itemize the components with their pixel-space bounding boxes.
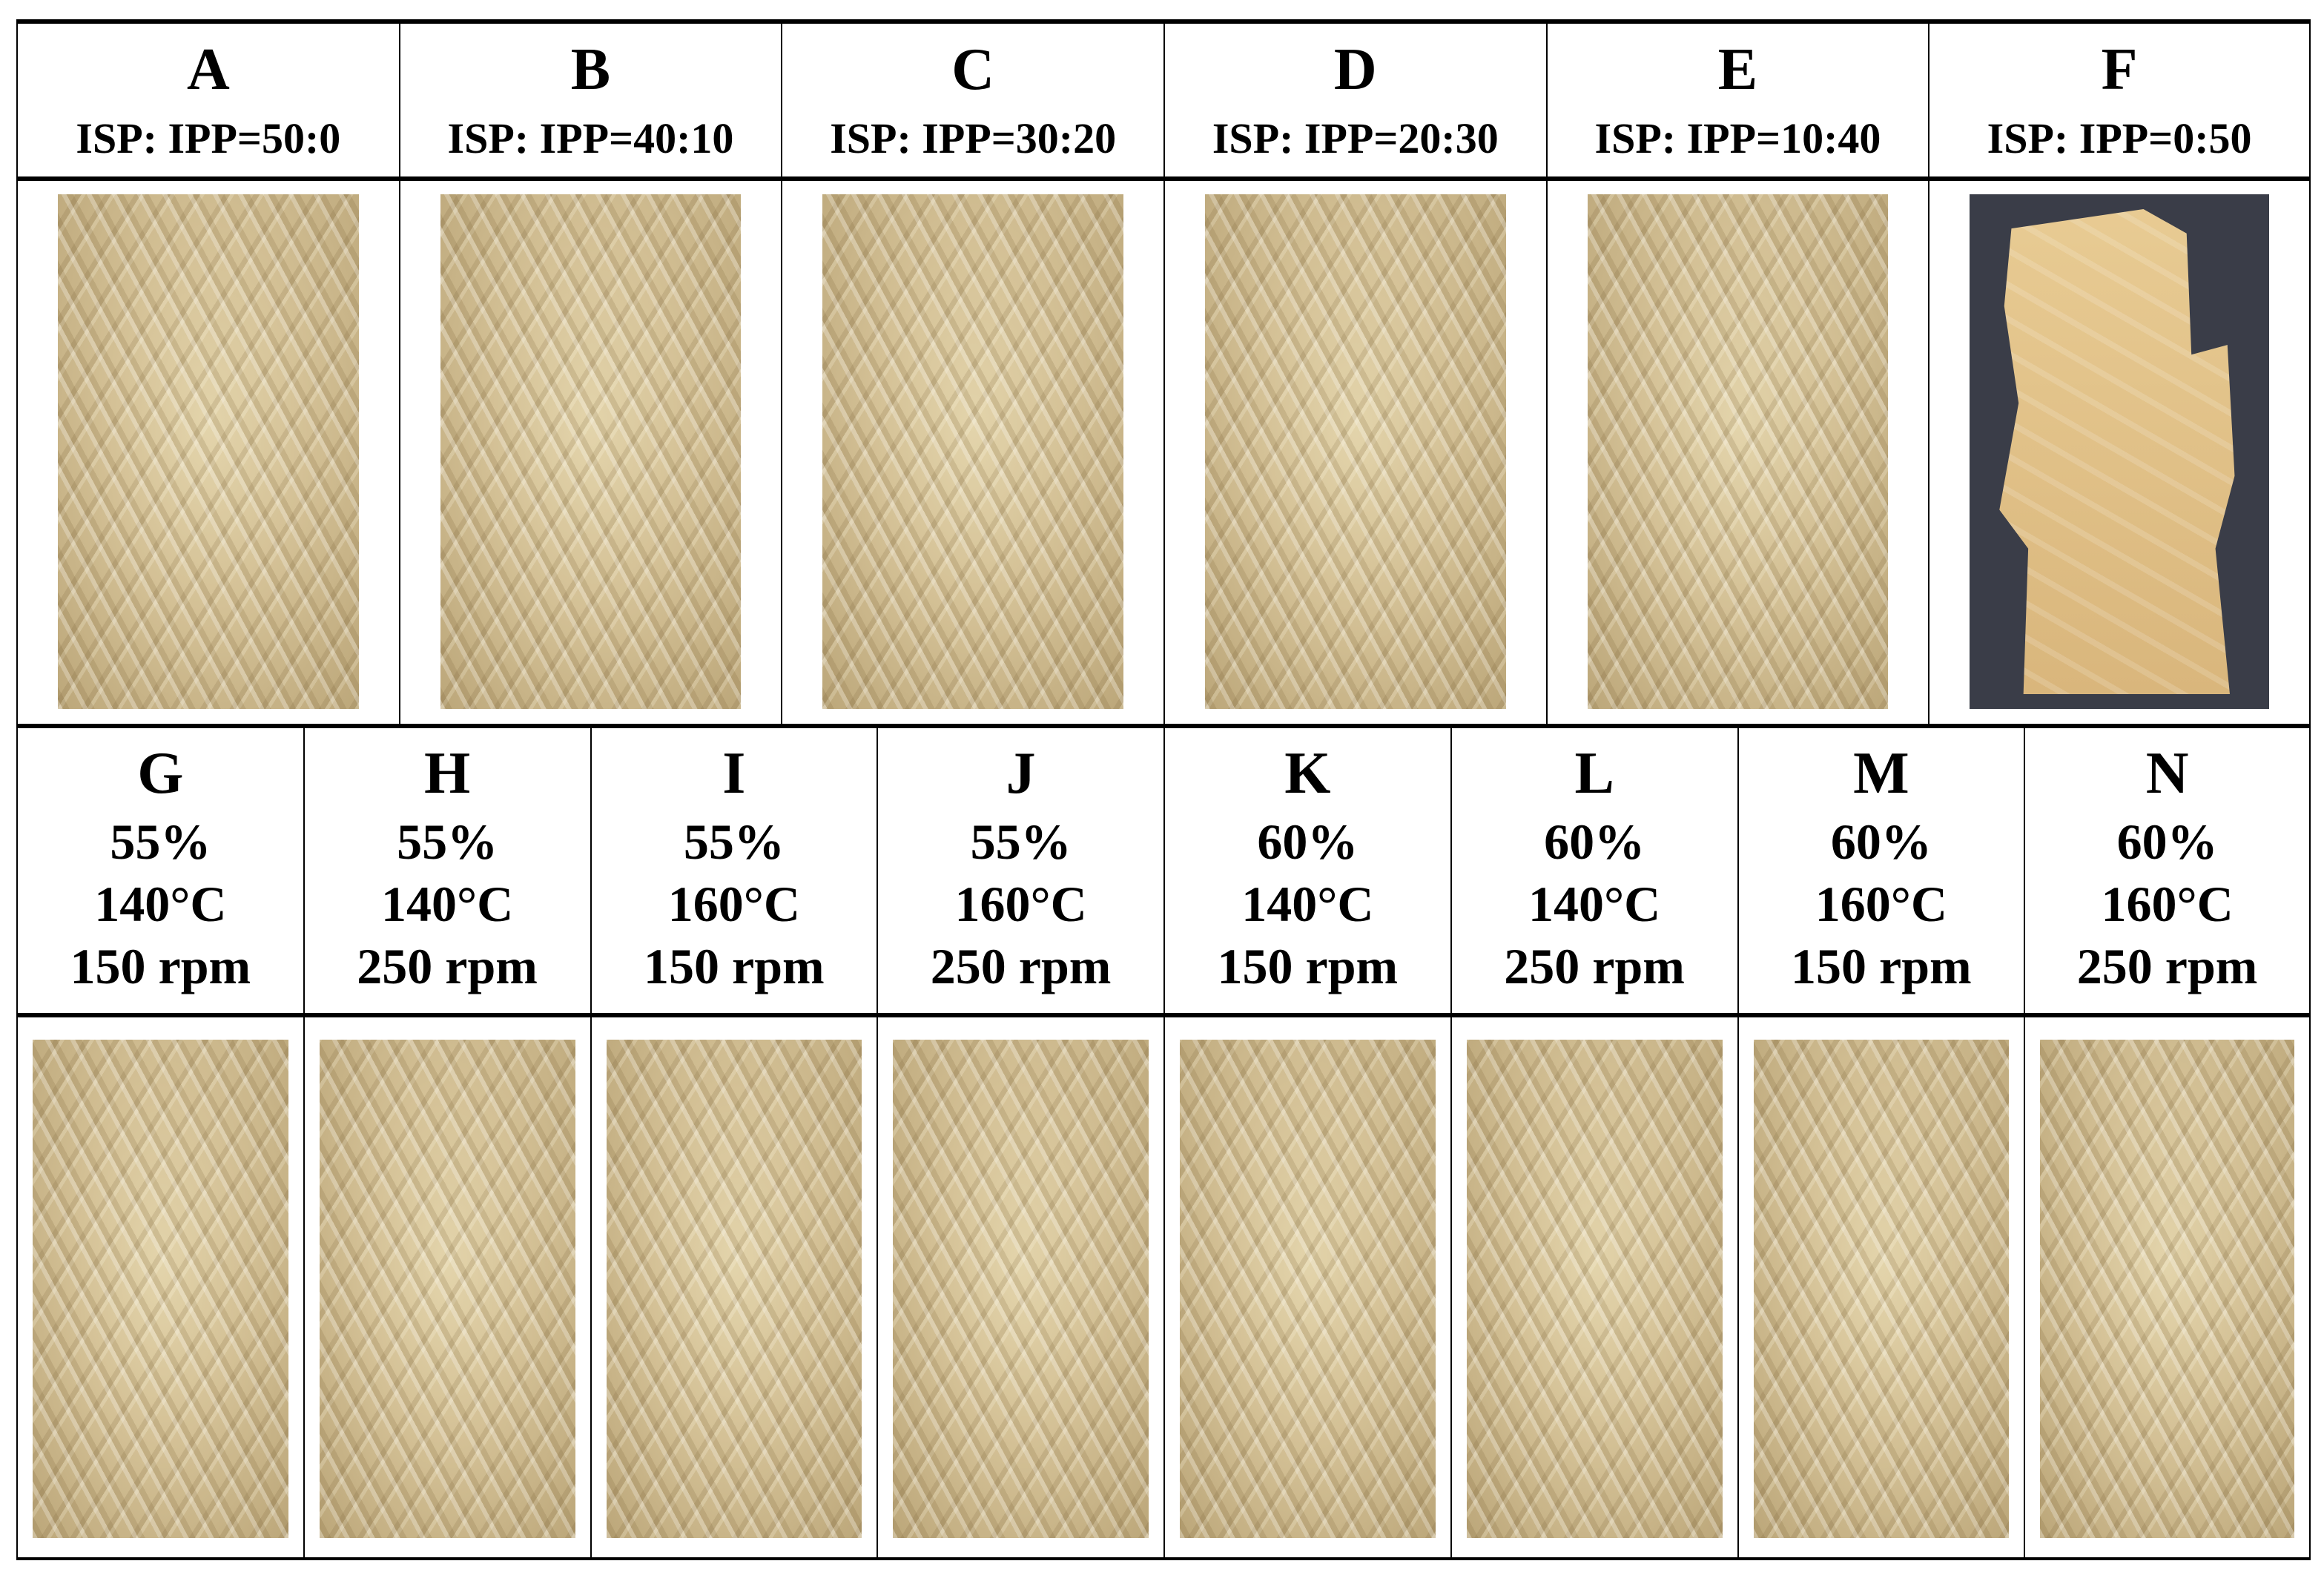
sample-photo: [1204, 194, 1506, 709]
sample-photo: [2040, 1040, 2294, 1538]
sample-photo: [1970, 194, 2269, 709]
header-cell-i: I 55% 160°C 150 rpm: [590, 728, 877, 1013]
photo-cell-a: [16, 181, 399, 724]
sample-photo: [606, 1040, 862, 1538]
header-cell-g: G 55% 140°C 150 rpm: [16, 728, 303, 1013]
photo-cell-l: [1450, 1017, 1737, 1560]
sample-photo: [893, 1040, 1149, 1538]
panel-label: C: [951, 37, 995, 102]
header-cell-l: L 60% 140°C 250 rpm: [1450, 728, 1737, 1013]
moisture-value: 55%: [683, 813, 785, 870]
moisture-value: 55%: [110, 813, 211, 870]
sample-photo: [1180, 1040, 1436, 1538]
photo-cell-d: [1163, 181, 1546, 724]
moisture-value: 60%: [2116, 813, 2218, 870]
speed-value: 250 rpm: [2076, 938, 2258, 994]
panel-label: F: [2101, 37, 2138, 102]
moisture-value: 60%: [1257, 813, 1359, 870]
panel-label: E: [1717, 37, 1758, 102]
header-cell-d: D ISP: IPP=20:30: [1163, 24, 1546, 176]
panel-label: D: [1333, 37, 1377, 102]
panel-label: L: [1574, 741, 1614, 806]
moisture-value: 55%: [397, 813, 498, 870]
sample-photo: [1587, 194, 1889, 709]
bottom-photo-row: [16, 1017, 2311, 1560]
panel-label: A: [186, 37, 230, 102]
panel-label: B: [570, 37, 611, 102]
temperature-value: 140°C: [1528, 876, 1661, 932]
panel-label: N: [2145, 741, 2189, 806]
header-cell-e: E ISP: IPP=10:40: [1545, 24, 1929, 176]
header-cell-k: K 60% 140°C 150 rpm: [1163, 728, 1450, 1013]
top-header-row: A ISP: IPP=50:0 B ISP: IPP=40:10 C ISP: IPP=3…: [16, 24, 2311, 181]
moisture-value: 55%: [970, 813, 1072, 870]
sample-photo: [33, 1040, 288, 1538]
moisture-value: 60%: [1830, 813, 1932, 870]
photo-cell-h: [303, 1017, 590, 1560]
speed-value: 250 rpm: [930, 938, 1112, 994]
header-cell-b: B ISP: IPP=40:10: [398, 24, 782, 176]
photo-cell-b: [398, 181, 782, 724]
header-cell-c: C ISP: IPP=30:20: [781, 24, 1163, 176]
temperature-value: 160°C: [2101, 876, 2234, 932]
moisture-value: 60%: [1544, 813, 1645, 870]
blend-ratio: ISP: IPP=40:10: [447, 114, 734, 162]
blend-ratio: ISP: IPP=20:30: [1212, 114, 1499, 162]
speed-value: 150 rpm: [1791, 938, 1972, 994]
header-cell-n: N 60% 160°C 250 rpm: [2024, 728, 2311, 1013]
panel-label: K: [1284, 741, 1331, 806]
panel-label: J: [1006, 741, 1036, 806]
blend-ratio: ISP: IPP=50:0: [76, 114, 341, 162]
sample-photo: [822, 194, 1123, 709]
panel-label: M: [1853, 741, 1909, 806]
photo-cell-c: [781, 181, 1163, 724]
sample-photo: [319, 1040, 575, 1538]
speed-value: 250 rpm: [1504, 938, 1685, 994]
sample-piece: [1999, 209, 2235, 694]
sample-photo: [1753, 1040, 2010, 1538]
panel-label: H: [424, 741, 471, 806]
speed-value: 150 rpm: [1217, 938, 1399, 994]
header-cell-m: M 60% 160°C 150 rpm: [1737, 728, 2024, 1013]
blend-ratio: ISP: IPP=10:40: [1594, 114, 1881, 162]
photo-cell-j: [877, 1017, 1163, 1560]
photo-cell-g: [16, 1017, 303, 1560]
blend-ratio: ISP: IPP=0:50: [1987, 114, 2252, 162]
header-cell-j: J 55% 160°C 250 rpm: [877, 728, 1163, 1013]
photo-cell-f: [1928, 181, 2311, 724]
panel-label: I: [722, 741, 746, 806]
header-cell-h: H 55% 140°C 250 rpm: [303, 728, 590, 1013]
header-cell-a: A ISP: IPP=50:0: [16, 24, 399, 176]
header-cell-f: F ISP: IPP=0:50: [1928, 24, 2311, 176]
sample-photo: [440, 194, 742, 709]
top-photo-row: [16, 181, 2311, 728]
photo-cell-i: [590, 1017, 877, 1560]
photo-cell-k: [1163, 1017, 1450, 1560]
speed-value: 250 rpm: [357, 938, 538, 994]
photo-cell-n: [2024, 1017, 2311, 1560]
photo-cell-e: [1545, 181, 1929, 724]
figure-table: A ISP: IPP=50:0 B ISP: IPP=40:10 C ISP: IPP=3…: [16, 19, 2311, 1560]
sample-photo: [58, 194, 359, 709]
temperature-value: 160°C: [1815, 876, 1948, 932]
temperature-value: 140°C: [380, 876, 514, 932]
speed-value: 150 rpm: [70, 938, 251, 994]
temperature-value: 140°C: [94, 876, 227, 932]
temperature-value: 140°C: [1241, 876, 1374, 932]
temperature-value: 160°C: [667, 876, 801, 932]
temperature-value: 160°C: [954, 876, 1087, 932]
photo-cell-m: [1737, 1017, 2024, 1560]
panel-label: G: [137, 741, 184, 806]
blend-ratio: ISP: IPP=30:20: [830, 114, 1117, 162]
sample-photo: [1466, 1040, 1723, 1538]
speed-value: 150 rpm: [644, 938, 825, 994]
bottom-header-row: G 55% 140°C 150 rpm H 55% 140°C 250 rpm I 55% 160°…: [16, 728, 2311, 1017]
